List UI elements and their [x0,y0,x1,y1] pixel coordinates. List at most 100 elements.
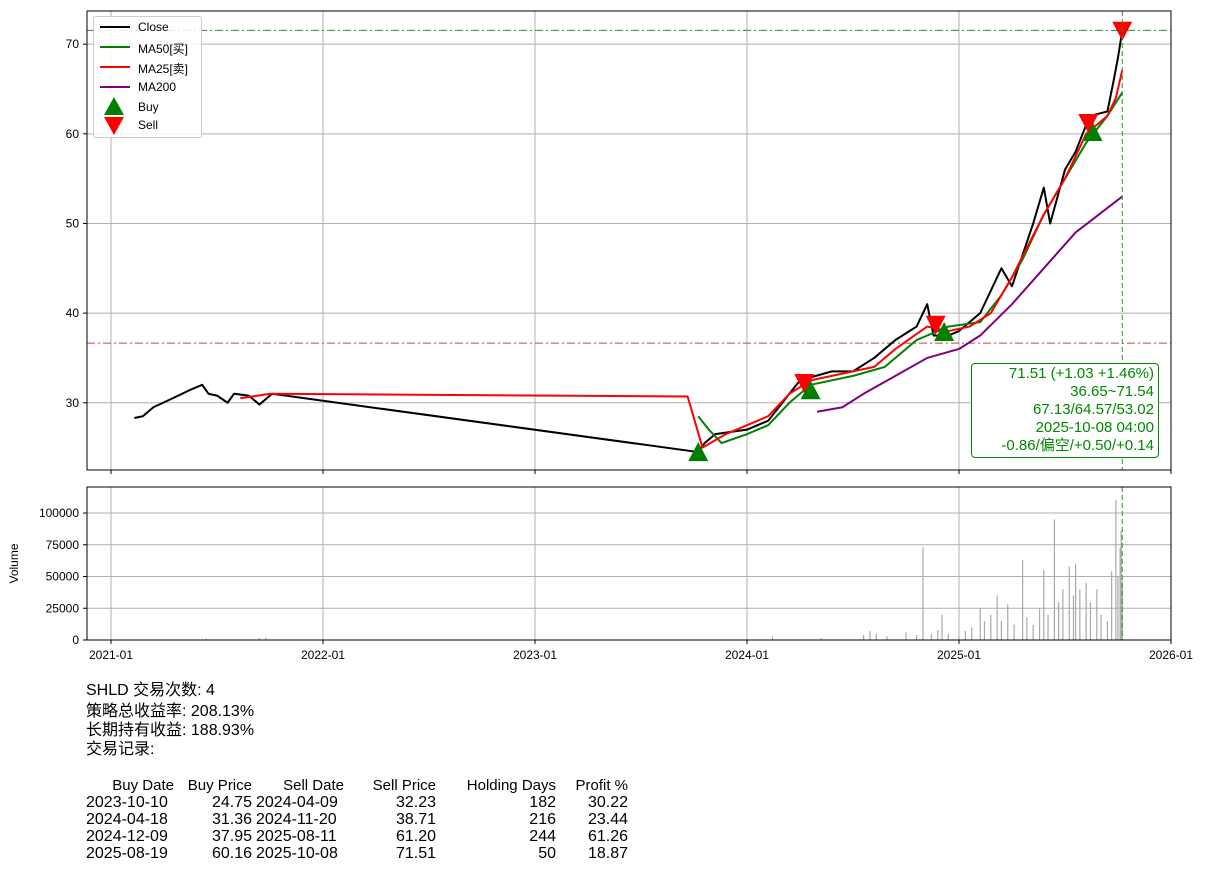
volume-bar [990,614,992,640]
volume-bar [1120,530,1122,640]
table-cell: 2024-04-18 [86,811,168,828]
trades-table-wrap: Buy Date Buy Price Sell Date Sell Price Hold… [86,758,628,881]
volume-bar [983,620,986,640]
table-cell: 32.23 [395,794,436,811]
volume-bar [1022,560,1024,640]
x-tick-label: 2026-01 [1149,648,1193,662]
volume-bar [1106,620,1108,640]
volume-bar [1119,547,1121,640]
table-cell: 2025-08-19 [86,845,168,862]
table-cell: 24.75 [211,794,252,811]
table-cell: 37.95 [211,828,252,845]
table-cell: 50 [538,845,556,862]
y-tick-label: 60 [66,127,80,141]
volume-bar [947,633,949,640]
volume-bar [886,636,888,640]
y-tick-label: 30 [66,396,80,410]
table-cell: 61.26 [587,828,628,845]
volume-tick-label: 0 [72,633,79,647]
hold-return: 长期持有收益: 188.93% [86,722,255,739]
y-tick-label: 40 [66,306,80,320]
volume-bar [922,547,924,640]
table-cell: 18.87 [587,845,628,862]
table-cell: 71.51 [395,845,436,862]
column-header: Holding Days [466,777,556,794]
annotation-line: -0.86/偏空/+0.50/+0.14 [1001,437,1154,454]
volume-bar [1053,519,1055,640]
volume-bar [1096,589,1098,640]
volume-bar [964,631,966,640]
x-tick-label: 2024-01 [725,648,769,662]
legend-buy-icon [104,97,124,115]
volume-bar [1111,571,1113,640]
volume-bar [265,637,267,640]
table-row: 2024-04-18 31.36 2024-11-20 38.71 216 23.44 [86,811,628,828]
series-ma200 [816,195,1123,413]
volume-bar [1117,576,1119,640]
x-tick-label: 2021-01 [89,648,133,662]
volume-bar [258,638,260,640]
column-header: Buy Price [187,777,252,794]
legend-ma200: MA200 [138,80,177,94]
table-row: 2024-12-09 37.95 2025-08-11 61.20 244 61.26 [86,828,628,845]
table-cell: 244 [529,828,556,845]
price-annotation-box: 71.51 (+1.03 +1.46%) 36.65~71.54 67.13/6… [971,363,1159,458]
table-cell: 2024-04-09 [256,794,338,811]
table-cell: 216 [529,811,556,828]
sell-marker [794,374,815,394]
volume-tick-label: 100000 [39,506,79,520]
records-title: 交易记录: [86,741,155,758]
legend: Close MA50[买] MA25[卖] MA200 Buy Sell [93,16,202,138]
volume-bar [1007,604,1009,640]
y-tick-label: 70 [66,37,80,51]
y-tick-label: 50 [66,216,80,230]
table-cell: 182 [529,794,556,811]
volume-bar [1062,589,1064,640]
table-cell: 23.44 [587,811,628,828]
buy-marker [800,380,821,400]
volume-axis-label: Volume [7,543,21,583]
volume-bar [979,608,981,640]
sell-marker [1078,114,1099,134]
table-cell: 2025-08-11 [256,828,337,845]
strategy-return: 策略总收益率: 208.13% [86,703,255,720]
volume-bar [1058,601,1060,640]
volume-bar [1079,589,1081,640]
legend-ma25: MA25[卖] [138,62,189,76]
volume-bar [1068,566,1070,640]
volume-bar [1047,614,1049,640]
table-cell: 61.20 [395,828,436,845]
x-tick-label: 2025-01 [937,648,981,662]
table-cell: 2024-12-09 [86,828,168,845]
volume-bar [996,595,998,640]
series-close [134,30,1124,454]
volume-tick-label: 25000 [46,601,80,615]
volume-bar [1075,563,1077,640]
table-cell: 38.71 [395,811,436,828]
trade-count: SHLD 交易次数: 4 [86,682,215,699]
legend-sell: Sell [138,118,159,132]
volume-bar [916,634,918,640]
volume-bar [1100,614,1102,640]
volume-bar [1000,620,1002,640]
volume-bar [771,636,774,640]
annotation-line: 2025-10-08 04:00 [1035,419,1154,436]
table-header: Buy Date Buy Price Sell Date Sell Price Hold… [86,777,628,794]
annotation-line: 36.65~71.54 [1070,383,1154,400]
annotation-line: 67.13/64.57/53.02 [1033,401,1154,418]
column-header: Buy Date [112,777,174,794]
column-header: Profit % [575,777,628,794]
legend-sell-icon [104,117,124,135]
column-header: Sell Date [283,777,344,794]
price-axes-frame [86,10,1172,471]
legend-close: Close [138,20,169,34]
volume-bar [1085,582,1087,640]
volume-bar [971,627,973,640]
table-cell: 2024-11-20 [256,811,337,828]
volume-bar [930,633,933,640]
column-header: Sell Price [372,777,436,794]
volume-bar [1072,595,1075,640]
volume-bar [875,633,877,640]
trades-table: Buy Date Buy Price Sell Date Sell Price Hold… [86,777,628,862]
buy-marker [688,442,709,462]
